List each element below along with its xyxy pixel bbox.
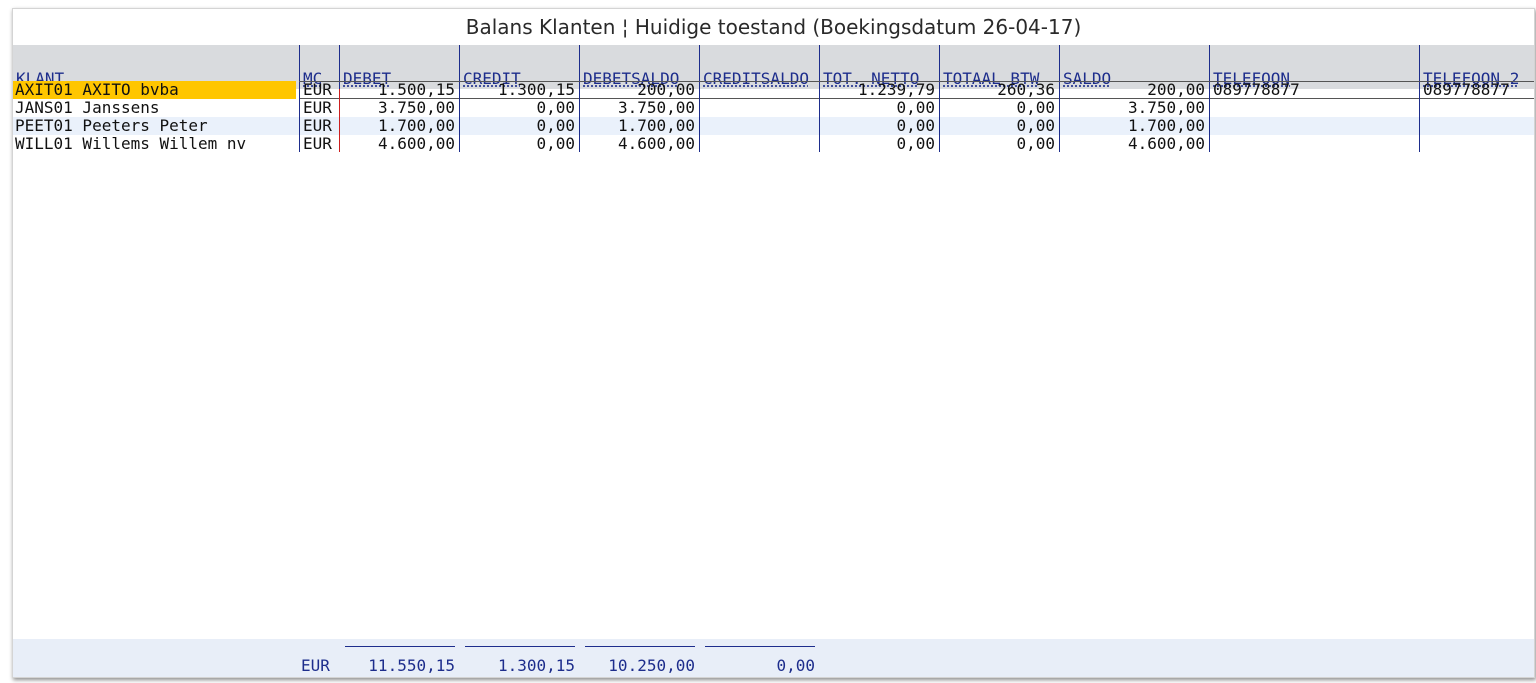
column-separator: [339, 89, 340, 152]
column-separator: [299, 89, 300, 152]
column-separator: [579, 89, 580, 152]
column-separator: [1419, 89, 1420, 152]
cell-klant: PEET01 Peeters Peter: [15, 117, 208, 135]
cell-credit: 0,00: [536, 99, 575, 117]
column-header-saldo[interactable]: SALDO: [1059, 45, 1209, 89]
cell-creditsaldo: [699, 99, 815, 117]
table-row[interactable]: WILL01 Willems Willem nv EUR 4.600,00 0,…: [13, 135, 1534, 153]
total-debetsaldo: 10.250,00: [608, 656, 695, 675]
column-header-mc[interactable]: MC: [299, 45, 339, 89]
cell-debet: 3.750,00: [377, 99, 455, 117]
cell-saldo: 200,00: [1147, 81, 1205, 99]
total-underline: [345, 646, 455, 647]
cell-mc: EUR: [303, 135, 332, 153]
cell-creditsaldo: [699, 117, 815, 135]
cell-klant: AXIT01 AXITO bvba: [15, 81, 179, 99]
cell-telefoon-2: [1423, 99, 1531, 117]
cell-klant: JANS01 Janssens: [15, 99, 160, 117]
column-separator: [819, 89, 820, 152]
column-header-totaal-btw[interactable]: TOTAAL BTW: [939, 45, 1059, 89]
cell-tot-netto: 1.239,79: [857, 81, 935, 99]
column-header-debet[interactable]: DEBET: [339, 45, 459, 89]
total-currency: EUR: [301, 656, 330, 675]
cell-debetsaldo: 1.700,00: [617, 117, 695, 135]
cell-debet: 1.500,15: [377, 81, 455, 99]
cell-totaal-btw: 0,00: [1016, 99, 1055, 117]
cell-debetsaldo: 4.600,00: [617, 135, 695, 153]
cell-totaal-btw: 0,00: [1016, 135, 1055, 153]
cell-totaal-btw: 0,00: [1016, 117, 1055, 135]
cell-telefoon-2: [1423, 135, 1531, 153]
column-separator: [1209, 89, 1210, 152]
cell-debetsaldo: 3.750,00: [617, 99, 695, 117]
column-header-tot-netto[interactable]: TOT. NETTO: [819, 45, 939, 89]
cell-credit: 0,00: [536, 135, 575, 153]
cell-saldo: 4.600,00: [1127, 135, 1205, 153]
cell-creditsaldo: [699, 81, 815, 99]
cell-debet: 1.700,00: [377, 117, 455, 135]
cell-telefoon-2: [1423, 117, 1531, 135]
column-header-telefoon-2[interactable]: TELEFOON 2: [1419, 45, 1534, 89]
column-separator: [1059, 89, 1060, 152]
cell-mc: EUR: [303, 99, 332, 117]
balance-window: Balans Klanten ¦ Huidige toestand (Boeki…: [12, 8, 1535, 678]
selection-outline: [299, 81, 1534, 99]
column-header-debetsaldo[interactable]: DEBETSALDO: [579, 45, 699, 89]
cell-totaal-btw: 260,36: [997, 81, 1055, 99]
column-separator: [459, 89, 460, 152]
total-underline: [705, 646, 815, 647]
cell-telefoon: [1213, 99, 1413, 117]
cell-saldo: 3.750,00: [1127, 99, 1205, 117]
cell-telefoon: 089778877: [1213, 81, 1300, 99]
total-creditsaldo: 0,00: [776, 656, 815, 675]
cell-klant: WILL01 Willems Willem nv: [15, 135, 247, 153]
column-separator: [939, 89, 940, 152]
cell-tot-netto: 0,00: [896, 117, 935, 135]
cell-debet: 4.600,00: [377, 135, 455, 153]
totals-footer: [13, 639, 1534, 677]
cell-saldo: 1.700,00: [1127, 117, 1205, 135]
cell-tot-netto: 0,00: [896, 135, 935, 153]
cell-creditsaldo: [699, 135, 815, 153]
table-row[interactable]: JANS01 Janssens EUR 3.750,00 0,00 3.750,…: [13, 99, 1534, 117]
cell-mc: EUR: [303, 81, 332, 99]
window-title: Balans Klanten ¦ Huidige toestand (Boeki…: [465, 15, 1082, 39]
total-debet: 11.550,15: [368, 656, 455, 675]
selection-highlight: [13, 81, 296, 99]
cell-mc: EUR: [303, 117, 332, 135]
table-row[interactable]: PEET01 Peeters Peter EUR 1.700,00 0,00 1…: [13, 117, 1534, 135]
cell-debetsaldo: 200,00: [637, 81, 695, 99]
cell-telefoon: [1213, 117, 1413, 135]
column-separator: [699, 89, 700, 152]
table-row-selected[interactable]: AXIT01 AXITO bvba EUR 1.500,15 1.300,15 …: [13, 81, 1534, 99]
cell-credit: 0,00: [536, 117, 575, 135]
total-credit: 1.300,15: [497, 656, 575, 675]
column-header-creditsaldo[interactable]: CREDITSALDO: [699, 45, 819, 89]
column-header-telefoon[interactable]: TELEFOON: [1209, 45, 1419, 89]
cell-telefoon-2: 089778877: [1423, 81, 1510, 99]
total-underline: [465, 646, 575, 647]
cell-credit: 1.300,15: [497, 81, 575, 99]
cell-tot-netto: 0,00: [896, 99, 935, 117]
total-underline: [585, 646, 695, 647]
column-header-credit[interactable]: CREDIT: [459, 45, 579, 89]
cell-telefoon: [1213, 135, 1413, 153]
